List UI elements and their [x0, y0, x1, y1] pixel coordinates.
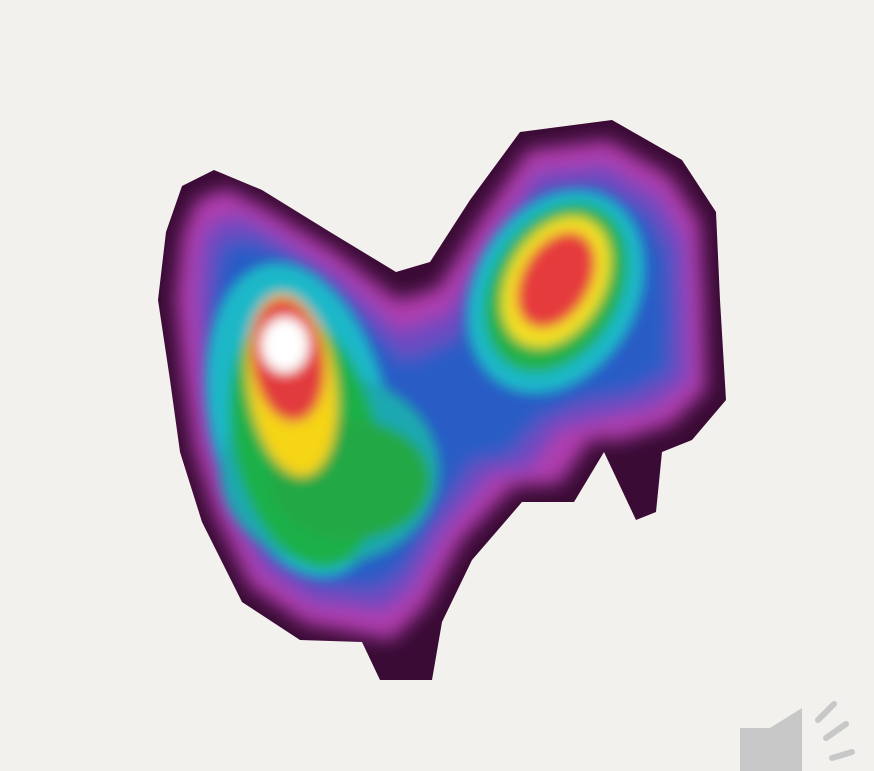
page — [0, 0, 874, 771]
left-white — [261, 317, 309, 373]
scan-image — [0, 0, 874, 771]
